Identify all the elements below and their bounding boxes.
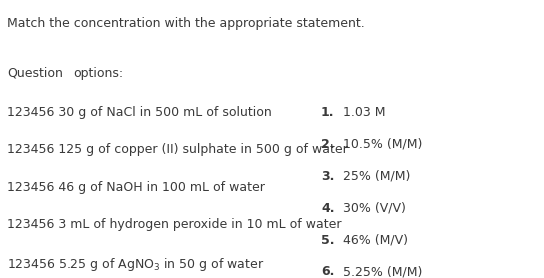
Text: 5.25% (M/M): 5.25% (M/M)	[343, 265, 422, 278]
Text: 123456 125 g of copper (II) sulphate in 500 g of water: 123456 125 g of copper (II) sulphate in …	[7, 143, 348, 156]
Text: 5.: 5.	[321, 234, 335, 247]
Text: 1.: 1.	[321, 106, 335, 119]
Text: Match the concentration with the appropriate statement.: Match the concentration with the appropr…	[7, 17, 365, 30]
Text: Question: Question	[7, 67, 63, 80]
Text: 10.5% (M/M): 10.5% (M/M)	[343, 138, 422, 151]
Text: 3.: 3.	[321, 170, 335, 183]
Text: 30% (V/V): 30% (V/V)	[343, 202, 406, 215]
Text: 1.03 M: 1.03 M	[343, 106, 385, 119]
Text: 123456 5.25 g of AgNO$_3$ in 50 g of water: 123456 5.25 g of AgNO$_3$ in 50 g of wat…	[7, 256, 264, 273]
Text: 123456 3 mL of hydrogen peroxide in 10 mL of water: 123456 3 mL of hydrogen peroxide in 10 m…	[7, 218, 342, 231]
Text: 6.: 6.	[321, 265, 335, 278]
Text: 123456 30 g of NaCl in 500 mL of solution: 123456 30 g of NaCl in 500 mL of solutio…	[7, 106, 272, 119]
Text: 2.: 2.	[321, 138, 335, 151]
Text: 4.: 4.	[321, 202, 335, 215]
Text: 25% (M/M): 25% (M/M)	[343, 170, 410, 183]
Text: options:: options:	[73, 67, 123, 80]
Text: 46% (M/V): 46% (M/V)	[343, 234, 407, 247]
Text: 123456 46 g of NaOH in 100 mL of water: 123456 46 g of NaOH in 100 mL of water	[7, 181, 265, 194]
